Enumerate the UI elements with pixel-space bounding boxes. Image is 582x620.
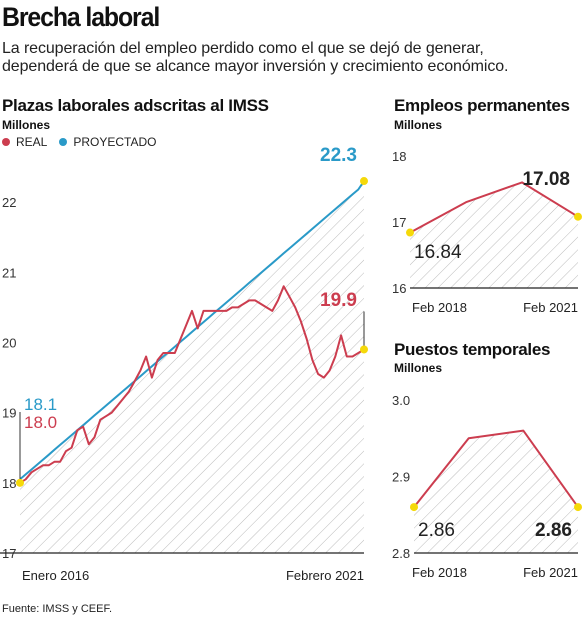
legend-projected-dot [59,138,68,146]
permanent-series-line [409,181,579,234]
legend-real-dot [2,138,10,146]
y-tick-label-18: 18 [2,476,16,491]
temporary-start-marker [410,503,418,512]
y-tick-label-22: 22 [2,195,16,210]
y-tick-label-21: 21 [2,265,16,280]
x-label-end: Febrero 2021 [286,568,364,583]
main-hatched-area [20,181,364,553]
temporary-series-line [413,429,579,508]
series-line-real [19,285,365,484]
permanent-end-marker [574,212,582,221]
permanent-hatched-area [410,182,578,288]
real-start-label: 18.0 [24,413,57,432]
temporary-x-label-start: Feb 2018 [412,565,467,580]
permanent-start-label: 16.84 [414,242,462,263]
temporary-y-tick-2.9: 2.9 [392,470,410,485]
real-end-label: 19.9 [320,290,357,311]
temporary-end-label: 2.86 [535,520,572,541]
legend-real: REAL [2,135,47,149]
headline: Brecha laboral [2,2,160,32]
temporary-chart-title: Puestos temporales [394,340,551,359]
permanent-x-label-end: Feb 2021 [523,300,578,315]
legend-real-label: REAL [16,135,48,149]
main-chart-title: Plazas laborales adscritas al IMSS [2,96,269,115]
temporary-y-tick-3.0: 3.0 [392,393,410,408]
permanent-y-tick-17: 17 [392,215,406,230]
permanent-chart: 16 17 18 16.84 17.08 Feb 2018 Feb 2021 [392,149,582,315]
temporary-end-marker [574,503,582,512]
permanent-end-label: 17.08 [522,169,570,190]
proj-end-marker [360,177,368,186]
permanent-start-marker [406,228,414,237]
temporary-x-label-end: Feb 2021 [523,565,578,580]
start-marker [16,478,24,487]
real-end-marker [360,345,368,354]
permanent-chart-title: Empleos permanentes [394,96,570,115]
permanent-x-label-start: Feb 2018 [412,300,467,315]
y-tick-label-20: 20 [2,335,16,350]
temporary-start-label: 2.86 [418,520,455,541]
proj-end-label: 22.3 [320,145,357,166]
main-chart-legend: REAL PROYECTADO [2,135,168,149]
temporary-y-tick-2.8: 2.8 [392,546,410,561]
permanent-y-tick-18: 18 [392,149,406,164]
subtitle-line-2: dependerá de que se alcance mayor invers… [2,58,509,75]
temporary-chart-units: Millones [394,361,443,375]
permanent-chart-units: Millones [394,118,443,132]
source-note: Fuente: IMSS y CEEF. [2,603,113,615]
temporary-hatched-area [414,430,578,553]
permanent-y-tick-16: 16 [392,281,406,296]
y-tick-label-19: 19 [2,406,16,421]
subtitle-line-1: La recuperación del empleo perdido como … [2,40,484,57]
legend-projected-label: PROYECTADO [73,135,157,149]
temporary-chart: 2.8 2.9 3.0 2.86 2.86 Feb 2018 Feb 2021 [392,393,582,580]
x-label-start: Enero 2016 [22,568,89,583]
main-chart-units: Millones [2,118,51,132]
proj-start-label: 18.1 [24,395,57,414]
legend-projected: PROYECTADO [59,135,156,149]
